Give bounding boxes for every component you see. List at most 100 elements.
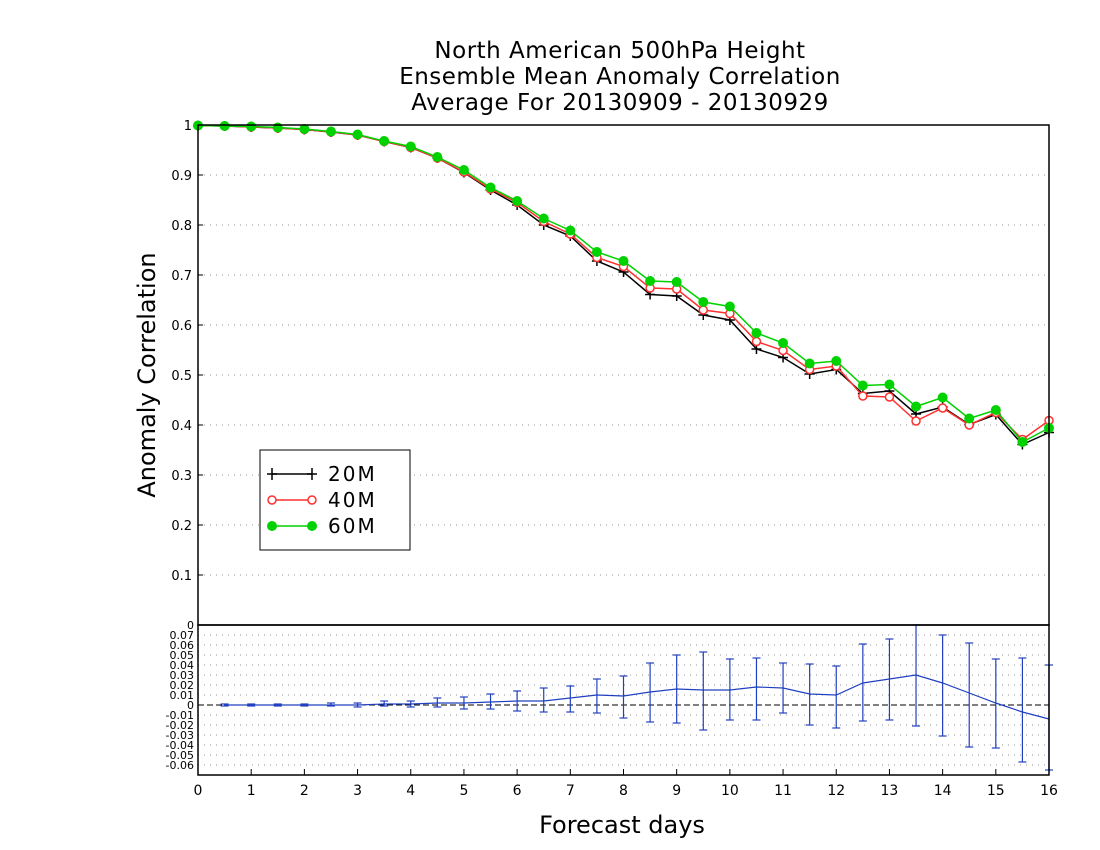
point-60M <box>831 356 842 366</box>
x-tick-label: 13 <box>881 783 899 799</box>
main-y-tick-label: 0.7 <box>171 269 192 284</box>
point-60M <box>565 225 576 236</box>
main-y-tick-label: 0.5 <box>171 369 192 384</box>
x-tick-label: 14 <box>934 783 952 799</box>
x-tick-label: 12 <box>827 783 845 799</box>
series-line-20M <box>197 124 1050 446</box>
point-40M <box>911 416 921 426</box>
x-tick-label: 7 <box>566 783 575 799</box>
difference-mean-line <box>224 674 1050 720</box>
point-40M <box>937 403 948 413</box>
difference-y-tick-label: -0.01 <box>166 709 194 722</box>
point-40M <box>698 305 709 315</box>
main-y-tick-label: 0.3 <box>171 469 192 484</box>
difference-y-tick-label: 0 <box>187 699 194 712</box>
legend-marker-20M <box>307 468 317 480</box>
x-tick-label: 2 <box>300 783 309 799</box>
main-y-tick-label: 0.2 <box>171 519 192 534</box>
difference-layer <box>220 624 1053 771</box>
point-60M <box>698 297 709 307</box>
difference-y-tick-label: -0.02 <box>166 719 194 732</box>
main-y-tick-labels: 0.1 0.2 0.3 0.4 0.5 0.6 0.7 0.8 0.9 1 <box>171 119 203 584</box>
difference-y-tick-label: 0.07 <box>170 629 195 642</box>
main-series-layer <box>193 120 1054 450</box>
legend-marker-60M <box>307 521 317 531</box>
x-tick-label: 16 <box>1040 783 1058 799</box>
main-y-tick-label: 1 <box>184 119 192 134</box>
point-60M <box>778 338 789 348</box>
x-axis-title: Forecast days <box>539 811 705 839</box>
y-axis-title: Anomaly Correlation <box>133 252 161 497</box>
difference-y-tick-label-top: 0 <box>187 619 194 632</box>
main-y-tick-label: 0.4 <box>171 419 192 434</box>
main-y-tick-label: 0.6 <box>171 319 192 334</box>
point-60M <box>272 122 283 133</box>
series-line-40M <box>197 124 1050 441</box>
legend-label-60M: 60M <box>328 514 377 538</box>
difference-y-tick-label: 0.03 <box>170 669 195 682</box>
main-y-tick-label: 0.8 <box>171 219 192 234</box>
legend-marker-40M <box>267 495 277 505</box>
point-60M <box>937 392 948 403</box>
point-60M <box>645 276 656 286</box>
point-60M <box>724 301 735 312</box>
point-60M <box>857 380 868 391</box>
x-tick-label: 6 <box>513 783 522 799</box>
point-60M <box>538 213 549 224</box>
difference-y-tick-label: -0.06 <box>166 759 194 772</box>
difference-y-tick-labels: 0.070.060.050.040.030.020.010-0.01-0.02-… <box>166 619 194 772</box>
point-60M <box>618 256 629 266</box>
point-40M <box>884 392 895 402</box>
point-60M <box>325 126 336 137</box>
point-60M <box>379 136 390 146</box>
x-tick-label: 3 <box>353 783 362 799</box>
difference-y-tick-label: 0.02 <box>170 679 195 692</box>
main-y-tick-label: 0.1 <box>171 569 192 584</box>
legend-marker-60M <box>267 521 277 531</box>
point-60M <box>990 405 1001 415</box>
point-60M <box>352 129 363 140</box>
point-40M <box>858 391 868 401</box>
difference-y-tick-label: -0.03 <box>166 729 194 742</box>
chart-title-line-1: North American 500hPa Height <box>434 38 806 64</box>
difference-y-tick-label: 0.06 <box>170 639 195 652</box>
difference-y-tick-label: -0.04 <box>166 739 194 752</box>
chart-title-line-3: Average For 20130909 - 20130929 <box>411 90 829 116</box>
x-tick-label: 1 <box>247 783 256 799</box>
point-60M <box>751 328 762 338</box>
point-60M <box>432 152 443 162</box>
x-tick-label: 5 <box>459 783 468 799</box>
x-tick-label: 10 <box>721 783 739 799</box>
point-60M <box>219 121 230 131</box>
x-tick-label: 0 <box>194 783 203 799</box>
point-60M <box>1017 437 1028 447</box>
x-tick-label: 4 <box>406 783 415 799</box>
legend-marker-20M <box>267 468 277 480</box>
difference-y-tick-label: 0.05 <box>170 649 195 662</box>
point-60M <box>299 124 310 134</box>
point-60M <box>964 413 975 424</box>
point-60M <box>671 277 682 287</box>
point-60M <box>458 165 469 175</box>
point-60M <box>512 196 523 206</box>
x-tick-label: 15 <box>987 783 1005 799</box>
point-60M <box>591 247 602 257</box>
point-60M <box>485 182 496 193</box>
difference-y-tick-label: -0.05 <box>166 749 194 762</box>
chart-title-line-2: Ensemble Mean Anomaly Correlation <box>399 64 841 90</box>
point-60M <box>804 358 815 369</box>
x-tick-label: 9 <box>672 783 681 799</box>
point-60M <box>246 121 257 132</box>
x-tick-labels: 0 1 2 3 4 5 6 7 8 9 10 11 12 13 14 15 16 <box>194 769 1058 799</box>
series-line-60M <box>197 124 1050 443</box>
point-60M <box>884 379 895 390</box>
legend-marker-40M <box>307 495 317 505</box>
point-40M <box>751 336 762 347</box>
point-60M <box>911 401 922 412</box>
point-60M <box>405 141 416 152</box>
x-tick-label: 11 <box>774 783 792 799</box>
difference-y-tick-label: 0.01 <box>170 689 195 702</box>
legend-label-40M: 40M <box>328 488 377 512</box>
